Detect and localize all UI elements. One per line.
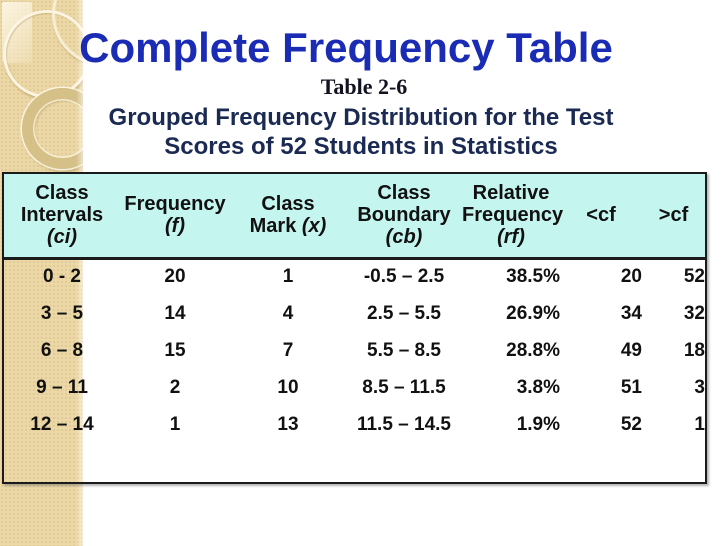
cell-class-mark: 10 [277, 376, 299, 398]
table-row: 9 – 11 2 10 8.5 – 11.5 3.8% 51 3 [3, 369, 706, 406]
table-header: Class Intervals (ci) Frequency (f) Class Mark … [3, 173, 706, 260]
table-body: 0 - 2 20 1 -0.5 – 2.5 38.5% 20 52 3 – 5 14 4 2.5 –… [3, 258, 706, 483]
cell-cf-greater-than: 52 [683, 266, 705, 288]
cell-cf-greater-than: 32 [683, 302, 705, 324]
cell-frequency: 14 [164, 302, 186, 324]
decor-ring-icon [22, 88, 83, 169]
subtitle: Grouped Frequency Distribution for the T… [0, 103, 722, 161]
cell-cf-less-than: 52 [620, 413, 642, 435]
cell-class-boundary: 8.5 – 11.5 [362, 376, 446, 398]
cell-cf-greater-than: 3 [694, 376, 705, 398]
cell-class-mark: 13 [277, 413, 299, 435]
cell-cf-less-than: 34 [620, 302, 642, 324]
cell-relative-frequency: 28.8% [506, 339, 560, 361]
col-header-class-mark: Class Mark (x) [230, 173, 346, 260]
cell-class-mark: 1 [282, 266, 294, 288]
cell-cf-less-than: 51 [620, 376, 642, 398]
page-title: Complete Frequency Table [79, 24, 613, 71]
table-spacer-row [3, 443, 706, 483]
table-row: 6 – 8 15 7 5.5 – 8.5 28.8% 49 18 [3, 332, 706, 369]
cell-cf-greater-than: 1 [694, 413, 705, 435]
col-header-class-intervals: Class Intervals (ci) [3, 173, 120, 260]
cell-class-boundary: 2.5 – 5.5 [367, 302, 441, 324]
subtitle-line-1: Grouped Frequency Distribution for the T… [108, 104, 614, 131]
cell-class-intervals: 12 – 14 [30, 413, 94, 435]
table-row: 12 – 14 1 13 11.5 – 14.5 1.9% 52 1 [3, 406, 706, 443]
cell-class-intervals: 9 – 11 [36, 376, 88, 398]
cell-frequency: 15 [164, 339, 186, 361]
cell-frequency: 20 [164, 266, 186, 288]
cell-cf-less-than: 49 [620, 339, 642, 361]
cell-class-boundary: 11.5 – 14.5 [356, 413, 452, 435]
cell-class-intervals: 3 – 5 [40, 302, 84, 324]
cell-class-boundary: -0.5 – 2.5 [363, 266, 445, 288]
col-header-class-boundary: Class Boundary (cb) [346, 173, 462, 260]
cell-cf-greater-than: 18 [683, 339, 705, 361]
sidebar-decoration [0, 0, 83, 546]
cell-class-intervals: 6 – 8 [40, 339, 84, 361]
frequency-table: Class Intervals (ci) Frequency (f) Class Mark … [2, 172, 707, 484]
subtitle-line-2: Scores of 52 Students in Statistics [164, 133, 558, 160]
cell-class-intervals: 0 - 2 [42, 266, 82, 288]
cell-relative-frequency: 3.8% [516, 376, 560, 398]
col-header-relative-frequency: Relative Frequency (rf) [462, 173, 563, 260]
table-header-row: Class Intervals (ci) Frequency (f) Class Mark … [3, 173, 706, 260]
cell-class-mark: 7 [282, 339, 294, 361]
cell-relative-frequency: 1.9% [516, 413, 560, 435]
table-caption: Table 2-6 [320, 74, 408, 99]
cell-frequency: 1 [169, 413, 181, 435]
table-row: 0 - 2 20 1 -0.5 – 2.5 38.5% 20 52 [3, 258, 706, 295]
col-header-cf-greater-than: >cf [642, 173, 706, 260]
cell-relative-frequency: 26.9% [506, 302, 560, 324]
cell-relative-frequency: 38.5% [506, 266, 560, 288]
col-header-frequency: Frequency (f) [120, 173, 230, 260]
table-row: 3 – 5 14 4 2.5 – 5.5 26.9% 34 32 [3, 295, 706, 332]
cell-cf-less-than: 20 [620, 266, 642, 288]
col-header-cf-less-than: <cf [560, 173, 642, 260]
cell-frequency: 2 [169, 376, 181, 398]
table-spacer-cell [3, 443, 706, 483]
cell-class-mark: 4 [282, 302, 294, 324]
cell-class-boundary: 5.5 – 8.5 [367, 339, 441, 361]
